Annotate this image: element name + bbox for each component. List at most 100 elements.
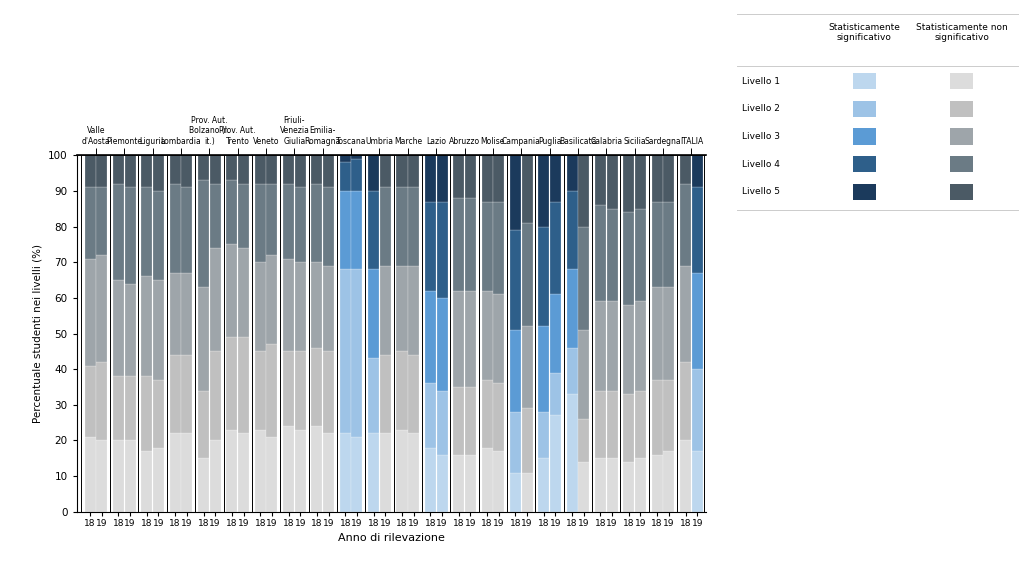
Bar: [340, 434, 351, 512]
Bar: [368, 191, 380, 269]
Bar: [652, 155, 663, 202]
Bar: [170, 184, 181, 273]
Bar: [198, 155, 209, 180]
Bar: [153, 280, 164, 380]
Bar: [323, 351, 335, 434]
Bar: [623, 305, 634, 394]
Bar: [283, 184, 294, 259]
Bar: [578, 227, 589, 330]
Bar: [340, 269, 351, 434]
Bar: [96, 440, 107, 512]
Bar: [368, 358, 380, 434]
Bar: [607, 209, 618, 301]
Bar: [340, 155, 351, 162]
Bar: [210, 351, 221, 440]
Bar: [266, 255, 277, 344]
Bar: [538, 155, 549, 227]
Bar: [595, 301, 606, 390]
Bar: [567, 348, 578, 394]
Bar: [181, 434, 192, 512]
Bar: [437, 155, 447, 202]
Bar: [397, 187, 407, 266]
Bar: [425, 155, 436, 202]
Bar: [238, 184, 249, 248]
Bar: [680, 184, 692, 266]
Bar: [266, 184, 277, 255]
Bar: [635, 155, 646, 209]
Bar: [567, 394, 578, 512]
Bar: [380, 266, 391, 355]
Bar: [635, 301, 646, 390]
Bar: [482, 447, 493, 512]
Bar: [652, 380, 663, 455]
Bar: [255, 262, 266, 351]
Bar: [311, 184, 322, 262]
Bar: [692, 369, 703, 451]
Bar: [266, 344, 277, 437]
Bar: [595, 155, 606, 205]
Bar: [425, 202, 436, 291]
Bar: [113, 376, 124, 440]
Bar: [238, 337, 249, 434]
Bar: [464, 291, 476, 387]
Bar: [266, 155, 277, 184]
Bar: [153, 155, 164, 191]
Bar: [578, 155, 589, 227]
Bar: [255, 155, 266, 184]
Bar: [538, 412, 549, 458]
Bar: [635, 458, 646, 512]
Bar: [238, 248, 249, 337]
X-axis label: Anno di rilevazione: Anno di rilevazione: [338, 533, 445, 543]
Bar: [368, 269, 380, 358]
Bar: [680, 155, 692, 184]
Bar: [380, 187, 391, 266]
Bar: [509, 473, 521, 512]
Bar: [692, 155, 703, 187]
Bar: [550, 202, 561, 294]
Bar: [397, 155, 407, 187]
Bar: [198, 458, 209, 512]
Bar: [380, 355, 391, 434]
Bar: [323, 155, 335, 187]
Bar: [663, 155, 674, 202]
Bar: [113, 280, 124, 376]
Bar: [453, 155, 464, 198]
Bar: [493, 202, 504, 294]
Bar: [125, 283, 136, 376]
Bar: [397, 266, 407, 351]
Bar: [198, 287, 209, 390]
Bar: [226, 180, 237, 244]
Bar: [408, 355, 419, 434]
Bar: [210, 440, 221, 512]
Bar: [198, 180, 209, 287]
Bar: [567, 191, 578, 269]
Bar: [578, 462, 589, 512]
Bar: [340, 162, 351, 191]
Text: Livello 1: Livello 1: [742, 77, 780, 86]
Bar: [623, 155, 634, 212]
Bar: [283, 155, 294, 184]
Bar: [352, 269, 362, 437]
Bar: [538, 327, 549, 412]
Bar: [352, 155, 362, 159]
Bar: [210, 184, 221, 248]
Bar: [408, 155, 419, 187]
Bar: [113, 155, 124, 184]
Bar: [578, 330, 589, 419]
Bar: [295, 155, 306, 187]
Bar: [352, 191, 362, 269]
Bar: [125, 376, 136, 440]
Bar: [453, 198, 464, 291]
Bar: [607, 390, 618, 458]
Bar: [125, 187, 136, 283]
Bar: [595, 458, 606, 512]
Bar: [464, 198, 476, 291]
Bar: [652, 287, 663, 380]
Bar: [238, 434, 249, 512]
Bar: [680, 440, 692, 512]
Bar: [550, 294, 561, 373]
Text: Livello 4: Livello 4: [742, 160, 780, 168]
Bar: [181, 273, 192, 355]
Bar: [226, 244, 237, 337]
Bar: [283, 426, 294, 512]
